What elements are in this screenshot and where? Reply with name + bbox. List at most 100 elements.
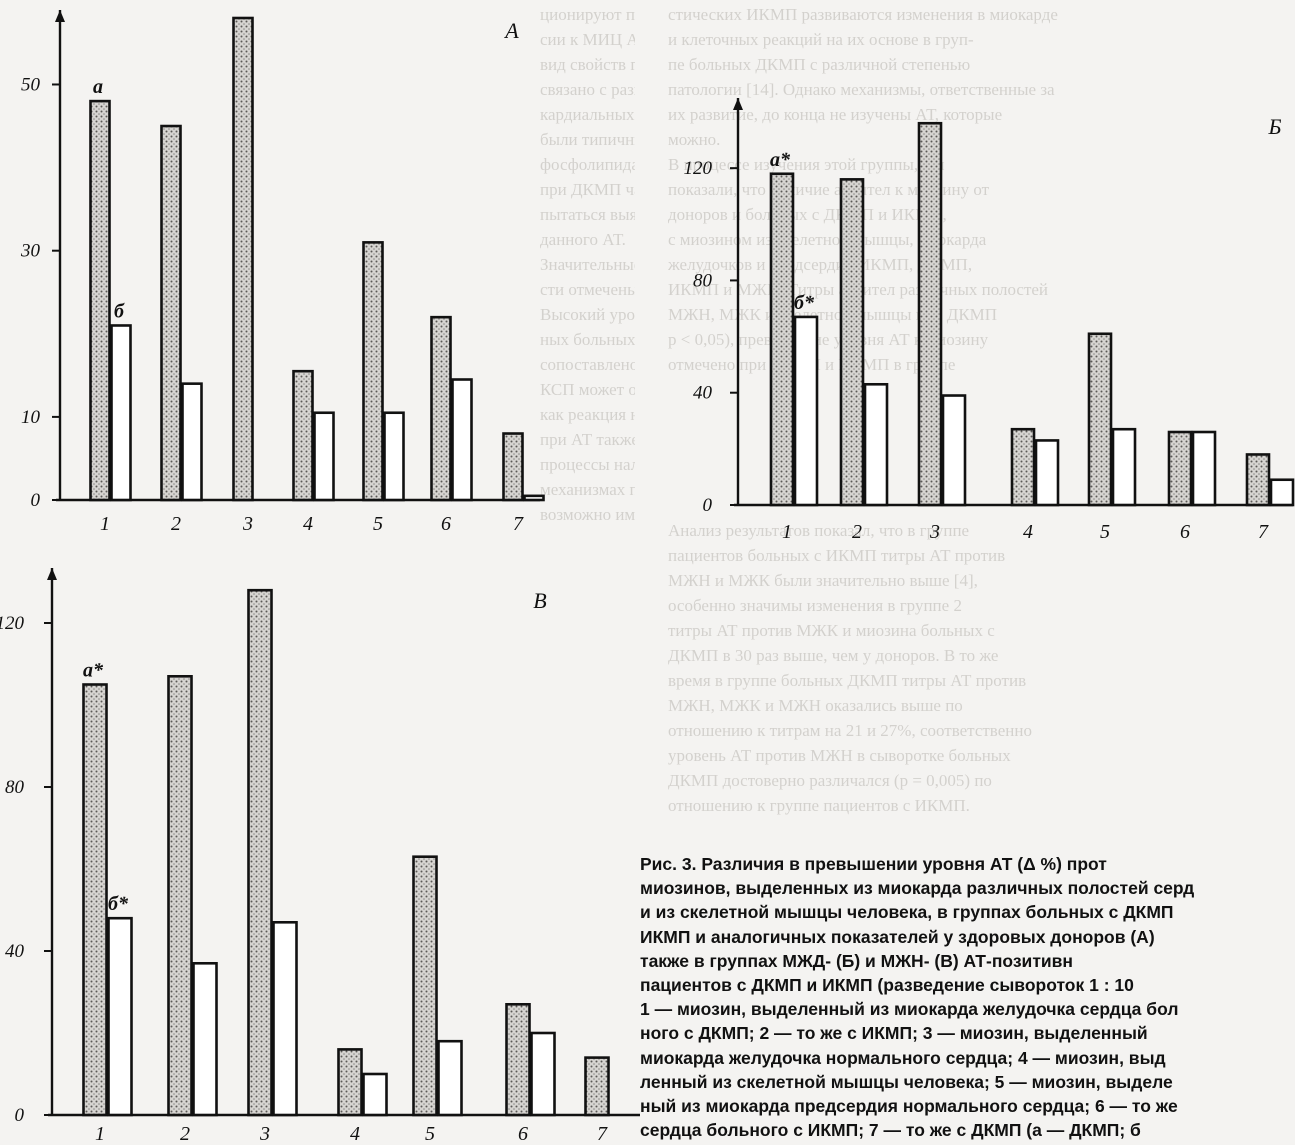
- bar-б-6: [1191, 430, 1217, 507]
- x-tick-label: 6: [1180, 521, 1190, 543]
- x-tick-label: 5: [373, 513, 383, 535]
- y-tick-label: 40: [5, 941, 25, 962]
- chart-panel-a: 0 10 30 50 1 2 3 4 5 6 7 а б А: [20, 10, 545, 535]
- background-text-line: при АТ также роль, которую играют такие: [540, 430, 635, 449]
- x-tick-label: 3: [242, 513, 253, 535]
- x-tick-label: 5: [1100, 521, 1110, 543]
- bar-а-3: [232, 16, 254, 502]
- caption-line: ный из миокарда предсердия нормального с…: [640, 1096, 1178, 1117]
- bar-а-7: [502, 432, 524, 502]
- caption-line: ленный из скелетной мышцы человека; 5 — …: [640, 1071, 1173, 1092]
- bar-annotation: б*: [794, 292, 815, 314]
- bar-а-6: [1167, 430, 1193, 507]
- y-axis-arrow: [733, 98, 743, 110]
- background-text-line: процессы наличия и нарушения КСП при эти…: [540, 455, 635, 474]
- bar-а-5: [1087, 332, 1113, 507]
- y-tick-label: 10: [21, 407, 41, 428]
- x-tick-label: 1: [95, 1123, 105, 1145]
- background-text-line: уровень АТ против МЖН в сыворотке больны…: [668, 746, 1011, 765]
- bar-б-5: [1111, 427, 1137, 507]
- y-tick-label: 80: [5, 777, 25, 798]
- background-text-left: ционируют при повышенных на уровне и нор…: [540, 2, 635, 527]
- bar-а-2: [839, 178, 865, 507]
- y-tick-label: 30: [20, 241, 41, 262]
- x-tick-label: 7: [513, 513, 524, 535]
- caption-line: и из скелетной мышцы человека, в группах…: [640, 902, 1174, 923]
- background-text-line: ных больных МЖН-позитивных, что может бы…: [540, 330, 635, 349]
- x-tick-label: 3: [259, 1123, 270, 1145]
- y-tick-label: 80: [693, 270, 713, 291]
- bar-annotation: б*: [108, 893, 129, 915]
- bar-б-7: [523, 494, 545, 502]
- background-text-line: ДКМП достоверно различался (p = 0,005) п…: [668, 771, 992, 790]
- background-text-line: и клеточных реакций на их основе в груп-: [668, 30, 974, 49]
- bar-annotation: а*: [770, 149, 791, 171]
- background-text-line: Анализ результатов показал, что в группе: [668, 521, 970, 540]
- panel-label: А: [503, 18, 519, 43]
- background-text-line: сии к МИЦ АТ. Повышенная продукция антит…: [540, 30, 635, 49]
- bar-а-2: [167, 674, 193, 1117]
- background-text-line: ДКМП в 30 раз выше, чем у доноров. В то …: [668, 646, 999, 665]
- x-tick-label: 3: [929, 521, 940, 543]
- background-text-line: МЖН, МЖК и скелетной мышцы при ДКМП: [668, 305, 998, 324]
- background-text-line: сопоставлено с тем, как и морфологически…: [540, 355, 635, 374]
- bar-б-1: [107, 916, 133, 1117]
- bar-б-6: [530, 1031, 556, 1117]
- bar-б-1: [110, 324, 132, 502]
- panel-label: Б: [1268, 114, 1282, 139]
- background-text-line: сти отмечены в группе больных ДКМП и МЖН: [540, 280, 635, 299]
- background-text-line: при ДКМП чаще, отношению АТ к миозину, п…: [540, 180, 635, 199]
- background-text-line: пытаться выявлением реакции клеточного з…: [540, 205, 635, 224]
- background-text-line: титры АТ против МЖК и миозина больных с: [668, 621, 995, 640]
- bar-annotation: б: [114, 300, 125, 322]
- background-text-line: отношению к группе пациентов с ИКМП.: [668, 796, 970, 815]
- y-axis-arrow: [47, 568, 57, 580]
- x-tick-label: 6: [441, 513, 451, 535]
- background-text-line: патологии [14]. Однако механизмы, ответс…: [668, 80, 1055, 99]
- x-tick-label: 1: [100, 513, 110, 535]
- bar-б-2: [181, 382, 203, 502]
- x-tick-label: 4: [1023, 521, 1033, 543]
- bar-а-1: [89, 99, 111, 502]
- bar-б-3: [272, 920, 298, 1117]
- chart-panel-v: 0 40 80 120 1 2 3 4 5 6 7 а* б* В: [0, 568, 640, 1145]
- bar-б-7: [1269, 478, 1295, 507]
- caption-line: миозинов, выделенных из миокарда различн…: [640, 878, 1195, 899]
- background-text-line: их развитие, до конца не изучены АТ, кот…: [668, 105, 1003, 124]
- background-text-line: пе больных ДКМП с различной степенью: [668, 55, 971, 74]
- caption-line: 1 — миозин, выделенный из миокарда желуд…: [640, 999, 1179, 1020]
- panel-label: В: [533, 588, 546, 613]
- x-tick-label: 2: [180, 1123, 190, 1145]
- background-text-line: Высокий уровень АТ при ДКМП и ИКМП у бол…: [540, 305, 635, 324]
- x-tick-label: 1: [782, 521, 792, 543]
- x-tick-label: 7: [597, 1123, 608, 1145]
- background-text-line: механизмах повреждения миокарда, в то вр…: [540, 480, 635, 499]
- bar-б-1: [793, 315, 819, 507]
- bar-а-2: [160, 124, 182, 502]
- y-tick-label: 120: [0, 613, 25, 634]
- x-tick-label: 7: [1258, 521, 1269, 543]
- bar-а-7: [584, 1056, 610, 1117]
- x-tick-label: 4: [350, 1123, 360, 1145]
- caption-line: сердца больного с ИКМП; 7 — то же с ДКМП…: [640, 1120, 1141, 1141]
- bar-а-1: [82, 683, 108, 1117]
- bar-annotation: а: [93, 76, 103, 98]
- caption-line: ного с ДКМП; 2 — то же с ИКМП; 3 — миози…: [640, 1023, 1148, 1044]
- bar-а-1: [769, 172, 795, 507]
- background-text-line: кардиальных клеток, с повышенной проница…: [540, 105, 635, 124]
- background-text-line: ционируют при повышенных на уровне и нор…: [540, 5, 635, 24]
- background-text-line: возможно иметь при КСП так много, чтобы: [540, 505, 635, 524]
- y-tick-label: 50: [21, 74, 41, 95]
- bar-а-5: [412, 855, 438, 1117]
- background-text-line: показали, что наличие антител к миозину …: [668, 180, 990, 199]
- figure-caption: Рис. 3. Различия в превышении уровня АТ …: [640, 852, 1290, 1142]
- y-axis-arrow: [55, 10, 65, 22]
- background-text-line: особенно значимы изменения в группе 2: [668, 596, 962, 615]
- background-text-line: желудочков и предсердий ИКМП, ДКМП,: [668, 255, 973, 274]
- x-tick-label: 4: [303, 513, 313, 535]
- bar-а-4: [292, 369, 314, 502]
- bar-б-6: [451, 378, 473, 502]
- background-text-line: МЖН, МЖК и МЖН оказались выше по: [668, 696, 963, 715]
- bar-б-4: [362, 1072, 388, 1117]
- y-tick-label: 40: [693, 383, 713, 404]
